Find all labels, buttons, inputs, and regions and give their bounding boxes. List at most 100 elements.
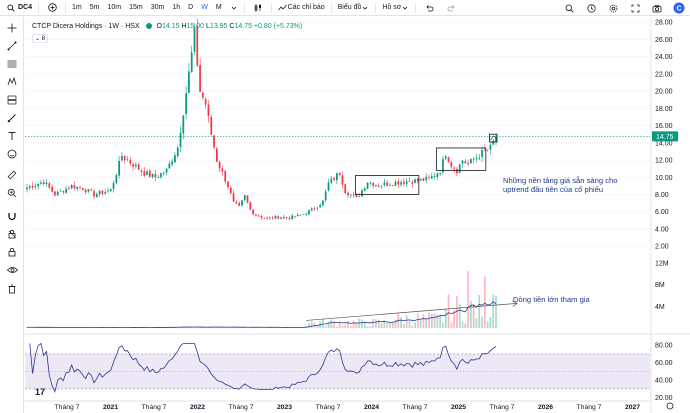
fib-tool[interactable] [4,58,20,72]
volume-bar [383,320,386,328]
candle-body [73,185,76,189]
timeframe-15m[interactable]: 15m [129,4,143,11]
volume-bar [338,321,341,328]
timeframe-d[interactable]: D [188,4,194,11]
undo-button[interactable] [418,0,440,16]
candle-body [90,189,93,191]
candle-body [185,93,187,114]
alert-clock-button[interactable] [580,0,602,16]
chart-canvas[interactable]: 28.00 26.00 24.00 22.00 20.00 18.00 16.00 14.00… [25,17,690,413]
collapsed-count: 8 [41,36,46,42]
settings-button[interactable] [602,0,624,16]
quick-search-button[interactable] [558,0,580,16]
candle-body [109,189,112,192]
redo-button[interactable] [440,0,462,16]
volume-bar [324,326,327,328]
lock-drawings-tool[interactable] [4,228,20,242]
toolbar-divider [65,2,67,13]
volume-bar [358,318,361,328]
toolbar-divider [330,2,332,13]
candle-body [341,175,344,185]
chart-menu-button[interactable]: Biểu đồ [334,0,374,16]
candle-body [299,214,302,216]
chevron-down-icon: ⌄ [35,36,41,42]
candle-body [269,217,271,219]
volume-bar [425,317,428,328]
timeframe-w[interactable]: W [201,4,208,11]
timeframe-dropdown[interactable] [226,0,242,16]
candle-body [336,173,338,181]
ohlc-open: 14.15 [161,23,180,30]
volume-bar [377,319,380,328]
candle-body [411,182,414,184]
chart-style-button[interactable] [247,0,269,16]
symbol-search[interactable]: DC4 [0,0,36,16]
volume-bar [478,295,481,328]
candle-body [358,196,361,197]
timeframe-10m[interactable]: 10m [107,4,122,11]
crosshair-tool[interactable] [4,22,20,36]
volume-bar [372,318,375,328]
chart-menu-label: Biểu đồ [337,4,362,11]
toolbar-divider [375,2,377,13]
volume-bar [188,327,190,328]
volume-bar [235,326,238,328]
volume-bar [481,316,483,328]
candle-body [492,140,495,145]
volume-bar [430,313,433,328]
volume-bar [414,322,416,328]
candle-body [115,175,118,184]
volume-bar [411,325,414,328]
indicators-button[interactable]: Các chỉ báo [274,0,329,16]
timeframe-m[interactable]: M [215,4,222,11]
axis-labels: 28.00 26.00 24.00 22.00 20.00 18.00 16.00 14.00… [35,20,678,411]
timeframe-5m[interactable]: 5m [89,4,100,11]
candle-body [483,149,486,151]
emoji-tool[interactable] [4,148,20,162]
timeframe-1m[interactable]: 1m [72,4,82,11]
text-tool[interactable] [4,130,20,144]
fullscreen-button[interactable] [624,0,646,16]
compare-symbol-button[interactable] [41,0,63,16]
candle-body [464,161,467,164]
lock-drawings-icon [7,229,17,241]
pattern-tool[interactable] [4,76,20,90]
candle-body [162,172,165,174]
timeframe-group: 1m 5m 10m 15m 30m 1h D W M [68,0,226,16]
ruler-tool[interactable] [4,169,20,183]
toolbar-divider [38,2,40,13]
trendline-tool[interactable] [4,40,20,54]
candle-body [249,202,252,210]
eye-icon [6,265,18,277]
volume-bar [400,317,402,328]
profile-menu-button[interactable]: Hồ sơ [378,0,413,16]
volume-bar [229,327,232,328]
candle-body [352,194,355,196]
candle-body [204,99,207,105]
candle-body [79,187,81,188]
brush-tool[interactable] [4,112,20,126]
magnet-tool[interactable] [4,210,20,224]
zoom-tool[interactable] [4,187,20,201]
timeframe-30m[interactable]: 30m [150,4,165,11]
volume-bar [483,276,486,328]
screenshot-button[interactable] [646,0,668,16]
visibility-tool[interactable] [4,264,20,278]
candle-body [68,188,70,189]
long-short-tool[interactable] [4,94,20,108]
candle-body [408,181,411,182]
indicators-collapse-button[interactable]: ⌄ 8 [32,34,49,43]
remove-drawings-tool[interactable] [4,283,20,297]
chart-area[interactable]: CTCP Dicera Holdings · 1W · HSX O14.15 H… [25,17,690,413]
candle-body [271,217,274,219]
lock-tool[interactable] [4,246,20,260]
volume-bar [489,317,492,328]
volume-bar [458,304,461,328]
volume-bar [355,322,358,328]
candle-body [182,115,185,134]
candle-body [313,208,316,210]
candle-body [453,167,455,169]
candle-body [148,170,151,177]
timeframe-1h[interactable]: 1h [172,4,181,11]
last-price-label: 14.75 [656,134,674,141]
